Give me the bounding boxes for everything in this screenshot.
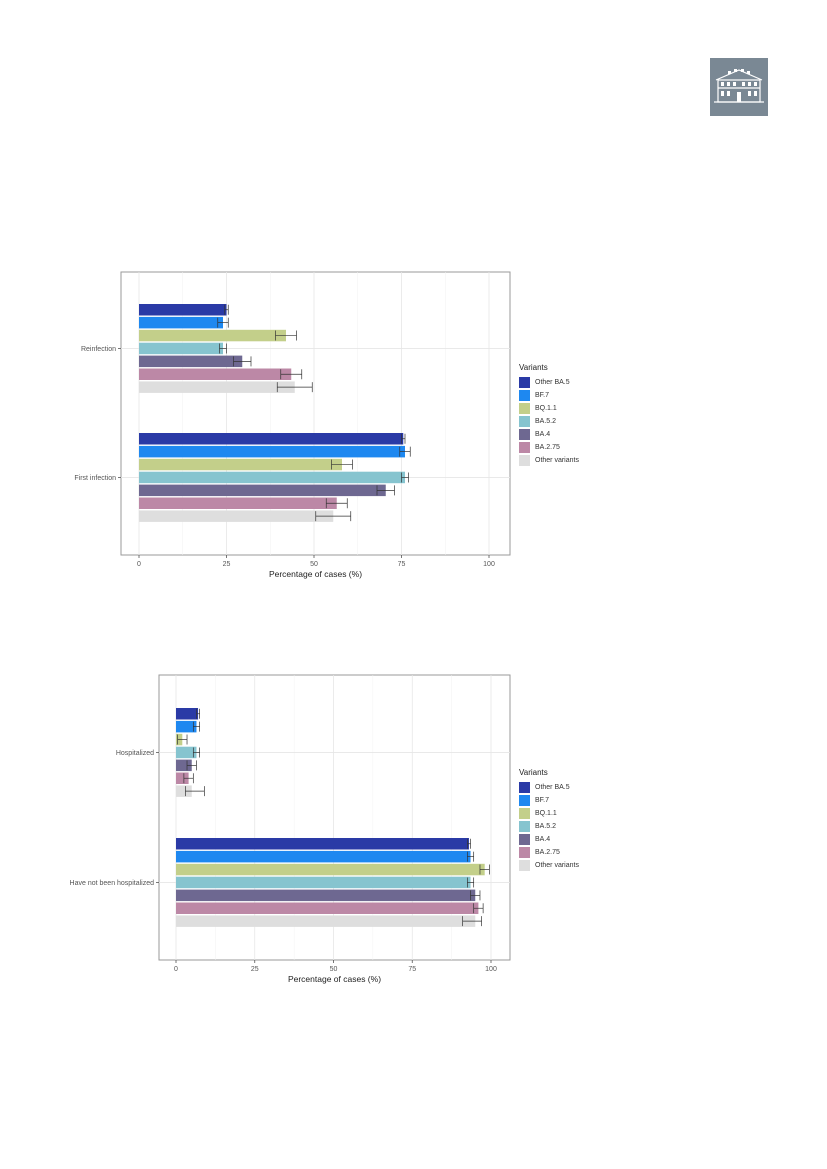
chart-infection-status: Reinfection First infection 0 25 50 75 100 Perc… <box>74 271 593 581</box>
legend-title: Variants <box>519 363 548 372</box>
legend-swatch <box>519 390 530 401</box>
bar <box>176 772 189 784</box>
bar <box>176 889 476 902</box>
chart-hospitalization-status: Hospitalized Have not been hospitalized 0 2… <box>70 671 593 984</box>
bar <box>139 458 342 471</box>
legend-swatch <box>519 455 530 466</box>
x-tick-label: 25 <box>251 966 259 973</box>
y-tick-label: Reinfection <box>81 346 116 353</box>
legend-label: BF.7 <box>535 797 550 804</box>
legend-label: BA.4 <box>535 431 551 438</box>
bar <box>139 381 295 393</box>
bar <box>139 304 227 316</box>
bar <box>139 329 286 342</box>
legend-label: Other variants <box>535 457 579 464</box>
bar <box>176 708 199 720</box>
bar <box>176 720 197 733</box>
bar <box>139 355 243 368</box>
x-tick-label: 100 <box>485 966 497 973</box>
legend-item: Other BA.5 <box>519 376 579 389</box>
x-tick-label: 50 <box>310 561 318 568</box>
legend-item: BQ.1.1 <box>519 402 579 415</box>
legend-swatch <box>519 377 530 388</box>
legend-item: BA.4 <box>519 833 579 846</box>
legend-label: BF.7 <box>535 392 550 399</box>
legend-label: Other BA.5 <box>535 784 570 791</box>
legend-label: BA.2.75 <box>535 444 560 451</box>
legend-swatch <box>519 834 530 845</box>
legend-item: BF.7 <box>519 389 579 402</box>
legend-swatch <box>519 821 530 832</box>
x-tick-label: 75 <box>408 966 416 973</box>
legend-swatch <box>519 416 530 427</box>
bar <box>176 902 479 914</box>
legend-swatch <box>519 860 530 871</box>
bar <box>176 863 485 876</box>
legend-swatch <box>519 782 530 793</box>
x-tick-label: 0 <box>174 966 178 973</box>
legend-label: BA.5.2 <box>535 418 557 425</box>
x-tick-label: 25 <box>223 561 231 568</box>
bar <box>176 838 469 850</box>
y-tick-label: Have not been hospitalized <box>70 880 155 887</box>
bar <box>139 510 334 522</box>
bar <box>176 915 476 927</box>
legend-swatch <box>519 847 530 858</box>
bar <box>139 342 223 355</box>
logo-building-icon <box>710 58 768 116</box>
legend-item: Other BA.5 <box>519 781 579 794</box>
x-tick-label: 0 <box>137 561 141 568</box>
bar <box>139 484 386 497</box>
legend-swatch <box>519 403 530 414</box>
bar <box>139 433 404 445</box>
legend-item: BA.2.75 <box>519 846 579 859</box>
y-tick-label: First infection <box>74 475 116 482</box>
bar <box>176 785 192 797</box>
legend-label: BA.4 <box>535 836 551 843</box>
legend-item: BA.5.2 <box>519 415 579 428</box>
legend-item: BF.7 <box>519 794 579 807</box>
legend: Variants Other BA.5 BF.7 BQ.1.1 BA.5.2 BA.4 B… <box>519 363 579 467</box>
legend: Variants Other BA.5 BF.7 BQ.1.1 BA.5.2 BA.4 B… <box>519 768 579 872</box>
legend-item: BA.5.2 <box>519 820 579 833</box>
bar <box>176 876 471 889</box>
legend-item: BA.4 <box>519 428 579 441</box>
y-tick-label: Hospitalized <box>116 750 154 757</box>
bar <box>139 471 405 484</box>
legend-label: Other variants <box>535 862 579 869</box>
bar <box>176 850 471 863</box>
legend-swatch <box>519 808 530 819</box>
bar <box>176 746 197 759</box>
legend-label: BA.2.75 <box>535 849 560 856</box>
x-axis-title: Percentage of cases (%) <box>269 569 362 579</box>
x-tick-label: 100 <box>483 561 495 568</box>
bar <box>139 497 337 509</box>
x-tick-label: 75 <box>398 561 406 568</box>
legend-swatch <box>519 442 530 453</box>
legend-title: Variants <box>519 768 548 777</box>
bar <box>139 445 405 458</box>
legend-label: BQ.1.1 <box>535 405 557 412</box>
chart-svg: Reinfection First infection 0 25 50 75 100 Perc… <box>74 271 511 579</box>
legend-swatch <box>519 429 530 440</box>
legend-item: BQ.1.1 <box>519 807 579 820</box>
legend-item: Other variants <box>519 454 579 467</box>
bar <box>139 316 223 329</box>
bar <box>176 759 192 772</box>
bar <box>139 368 292 380</box>
legend-label: BA.5.2 <box>535 823 557 830</box>
legend-item: BA.2.75 <box>519 441 579 454</box>
chart-svg: Hospitalized Have not been hospitalized 0 2… <box>70 674 511 984</box>
legend-label: Other BA.5 <box>535 379 570 386</box>
x-tick-label: 50 <box>330 966 338 973</box>
legend-swatch <box>519 795 530 806</box>
legend-label: BQ.1.1 <box>535 810 557 817</box>
x-axis-title: Percentage of cases (%) <box>288 974 381 984</box>
legend-item: Other variants <box>519 859 579 872</box>
